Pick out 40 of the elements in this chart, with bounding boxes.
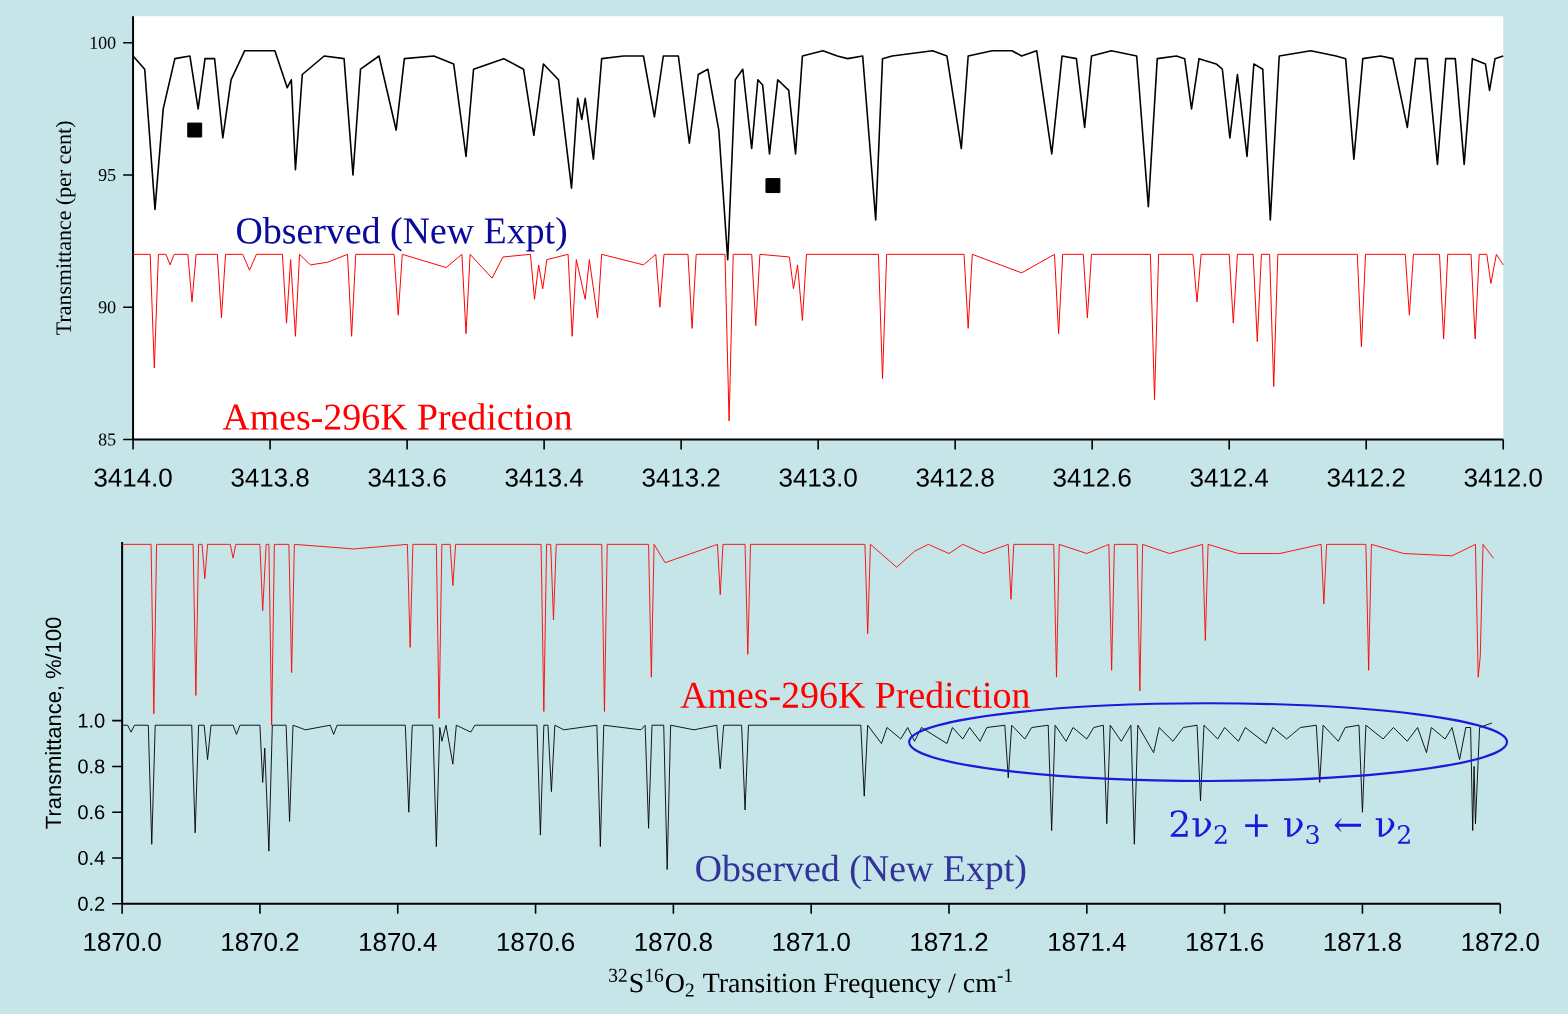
y-tick-label: 1.0: [78, 713, 105, 728]
annotation: Ames-296K Prediction: [680, 681, 1030, 708]
x-tick-label: 1871.8: [1324, 932, 1401, 951]
x-tick-label: 1871.2: [911, 932, 988, 951]
x-axis-title: $^{32}$S$^{16}$O$_{2}$ Transition Frequency / cm$^{-1}$: [609, 968, 1012, 998]
x-tick-label: 3412.6: [1053, 468, 1131, 487]
line-series: [121, 543, 1494, 726]
y-axis-title: Transmittance, %/100: [45, 617, 64, 829]
x-tick-label: 3413.2: [642, 468, 720, 487]
y-tick-label: 90: [98, 300, 116, 314]
y-tick-label: 0.6: [78, 804, 105, 820]
y-tick-label: 85: [98, 433, 116, 446]
annotation: Observed (New Expt): [696, 854, 1026, 889]
x-tick-label: 1870.8: [635, 932, 712, 951]
y-tick-label: 0.2: [78, 896, 105, 911]
x-tick-label: 1871.6: [1186, 932, 1264, 951]
x-tick-label: 1871.4: [1049, 932, 1126, 951]
y-axis-title: Transmittance (per cent): [55, 121, 76, 335]
y-tick-label: 100: [90, 36, 116, 49]
x-tick-label: 3412.0: [1464, 468, 1542, 487]
x-tick-label: 1870.2: [222, 932, 299, 951]
x-tick-label: 3413.6: [368, 468, 446, 487]
annotation: 2ν$_{2}$ + ν$_{3}$ ← ν$_{2}$: [1170, 810, 1410, 844]
x-tick-label: 3413.8: [231, 468, 309, 487]
x-tick-label: 1871.0: [773, 932, 850, 951]
y-tick-label: 95: [98, 168, 116, 181]
x-tick-label: 3412.4: [1190, 468, 1269, 487]
x-tick-label: 3413.4: [505, 468, 583, 487]
x-tick-label: 1870.0: [84, 932, 161, 951]
annotation: Observed (New Expt): [237, 216, 567, 252]
x-tick-label: 3412.2: [1327, 468, 1405, 487]
x-tick-label: 3412.8: [916, 468, 994, 487]
x-tick-label: 1870.4: [360, 932, 437, 951]
x-tick-label: 3413.0: [779, 468, 857, 487]
x-tick-label: 3414.0: [94, 468, 172, 487]
x-tick-label: 1870.6: [497, 932, 575, 951]
y-tick-label: 0.8: [78, 759, 105, 774]
y-tick-label: 0.4: [78, 850, 105, 865]
annotation: Ames-296K Prediction: [222, 403, 572, 430]
x-tick-label: 1872.0: [1462, 932, 1539, 951]
